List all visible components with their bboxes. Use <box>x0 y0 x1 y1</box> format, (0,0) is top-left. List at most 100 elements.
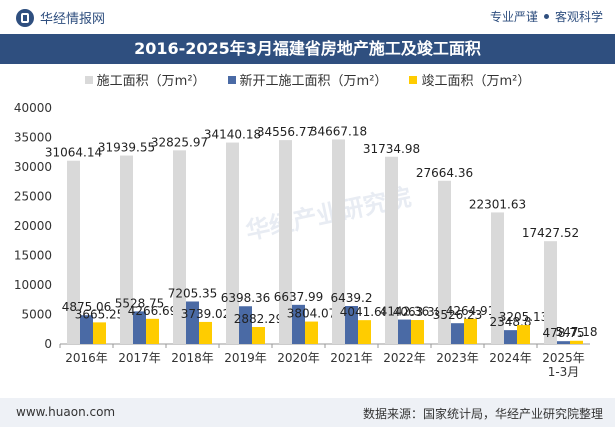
data-label-construction: 34667.18 <box>310 124 367 138</box>
data-label-new-construction: 7205.35 <box>168 286 218 300</box>
tag-professional: 专业严谨 <box>489 10 538 24</box>
x-tick-label: 2019年 <box>224 351 267 365</box>
data-label-new-construction: 3526.23 <box>433 308 483 322</box>
data-label-completed: 4266.69 <box>128 304 178 318</box>
bar-construction <box>120 155 133 344</box>
header-tags: 专业严谨 客观科学 <box>490 8 603 25</box>
x-tick-label: 2020年 <box>277 351 320 365</box>
data-label-completed: 3739.02 <box>181 307 231 321</box>
data-label-construction: 17427.52 <box>522 226 579 240</box>
brand-name: 华经情报网 <box>40 12 106 27</box>
x-tick-label: 1-3月 <box>548 365 580 379</box>
data-label-new-construction: 6439.2 <box>331 291 373 305</box>
bar-completed <box>93 322 106 344</box>
bar-construction <box>438 180 451 344</box>
bar-new-construction <box>292 304 305 344</box>
bar-construction <box>332 139 345 344</box>
legend-swatch-completed <box>409 75 418 84</box>
x-tick-label: 2025年 <box>542 351 585 365</box>
bar-new-construction <box>557 341 570 344</box>
legend-label-new-construction: 新开工施工面积（万m²） <box>239 74 388 89</box>
bar-completed <box>199 321 212 344</box>
bar-construction <box>544 241 557 344</box>
bar-completed <box>411 320 424 344</box>
data-label-construction: 31939.55 <box>98 141 155 155</box>
bar-new-construction <box>398 319 411 344</box>
y-tick-label: 10000 <box>14 278 52 292</box>
separator-dot-icon <box>543 14 549 19</box>
bar-construction <box>385 156 398 344</box>
bar-completed <box>252 326 265 344</box>
x-tick-label: 2016年 <box>65 351 108 365</box>
bar-new-construction <box>80 315 93 344</box>
footer: www.huaon.com 数据来源：国家统计局，华经产业研究院整理 <box>0 398 615 427</box>
tag-objective: 客观科学 <box>554 10 603 24</box>
data-label-completed: 3665.25 <box>75 307 125 321</box>
data-label-completed: 2882.29 <box>234 312 284 326</box>
legend-swatch-construction <box>84 75 93 84</box>
bar-completed <box>570 340 583 344</box>
chart-title: 2016-2025年3月福建省房地产施工及竣工面积 <box>0 34 615 64</box>
data-label-construction: 31064.14 <box>45 146 102 160</box>
data-label-completed: 4041.68 <box>340 305 390 319</box>
data-label-construction: 32825.97 <box>151 135 208 149</box>
y-tick-label: 0 <box>44 337 52 351</box>
y-tick-label: 40000 <box>14 101 52 115</box>
data-label-construction: 31734.98 <box>363 142 420 156</box>
bar-completed <box>464 318 477 344</box>
bar-new-construction <box>451 323 464 344</box>
bar-construction <box>173 150 186 344</box>
y-tick-label: 15000 <box>14 249 52 263</box>
x-tick-label: 2023年 <box>436 351 479 365</box>
data-label-new-construction: 6637.99 <box>274 290 324 304</box>
bar-construction <box>67 160 80 344</box>
bar-new-construction <box>345 306 358 344</box>
x-tick-label: 2018年 <box>171 351 214 365</box>
data-label-construction: 34556.77 <box>257 125 314 139</box>
data-label-new-construction: 4875.06 <box>62 300 112 314</box>
brand-logo-icon <box>16 8 34 27</box>
brand: 华经情报网 <box>16 8 105 27</box>
data-label-completed: 3804.07 <box>287 307 337 321</box>
y-tick-label: 5000 <box>21 308 52 322</box>
chart-legend: 施工面积（万m²） 新开工施工面积（万m²） 竣工面积（万m²） <box>0 70 615 89</box>
data-label-new-construction: 4142.36 <box>380 305 430 319</box>
data-label-completed: 547.18 <box>556 325 598 339</box>
bar-chart: 华经产业研究院050001000015000200002500030000350… <box>14 101 598 379</box>
y-tick-label: 30000 <box>14 160 52 174</box>
footer-website: www.huaon.com <box>16 405 116 419</box>
bar-new-construction <box>504 330 517 344</box>
bar-new-construction <box>239 306 252 344</box>
legend-label-completed: 竣工面积（万m²） <box>421 74 531 89</box>
legend-item-construction: 施工面积（万m²） <box>84 70 206 89</box>
bar-completed <box>146 318 159 344</box>
footer-source: 数据来源：国家统计局，华经产业研究院整理 <box>362 407 603 421</box>
x-tick-label: 2024年 <box>489 351 532 365</box>
legend-item-new-construction: 新开工施工面积（万m²） <box>227 70 388 89</box>
data-label-construction: 22301.63 <box>469 197 526 211</box>
data-label-new-construction: 6398.36 <box>221 291 271 305</box>
data-label-completed: 4063.38 <box>393 305 443 319</box>
legend-label-construction: 施工面积（万m²） <box>96 74 206 89</box>
data-label-construction: 27664.36 <box>416 166 473 180</box>
y-tick-label: 35000 <box>14 131 52 145</box>
data-label-completed: 3205.13 <box>499 310 549 324</box>
data-label-construction: 34140.18 <box>204 128 261 142</box>
bar-completed <box>517 325 530 344</box>
bar-completed <box>358 320 371 344</box>
bar-new-construction <box>133 311 146 344</box>
data-label-new-construction: 5528.75 <box>115 296 165 310</box>
x-tick-label: 2021年 <box>330 351 373 365</box>
x-tick-label: 2022年 <box>383 351 426 365</box>
y-tick-label: 25000 <box>14 190 52 204</box>
legend-swatch-new-construction <box>227 75 236 84</box>
bar-construction <box>491 212 504 344</box>
bar-construction <box>226 142 239 344</box>
data-label-completed: 4264.91 <box>446 304 496 318</box>
x-tick-label: 2017年 <box>118 351 161 365</box>
y-tick-label: 20000 <box>14 219 52 233</box>
bar-construction <box>279 140 292 344</box>
data-label-new-construction: 478.75 <box>543 326 585 340</box>
legend-item-completed: 竣工面积（万m²） <box>409 70 530 89</box>
top-bar: 华经情报网 专业严谨 客观科学 <box>0 0 615 34</box>
